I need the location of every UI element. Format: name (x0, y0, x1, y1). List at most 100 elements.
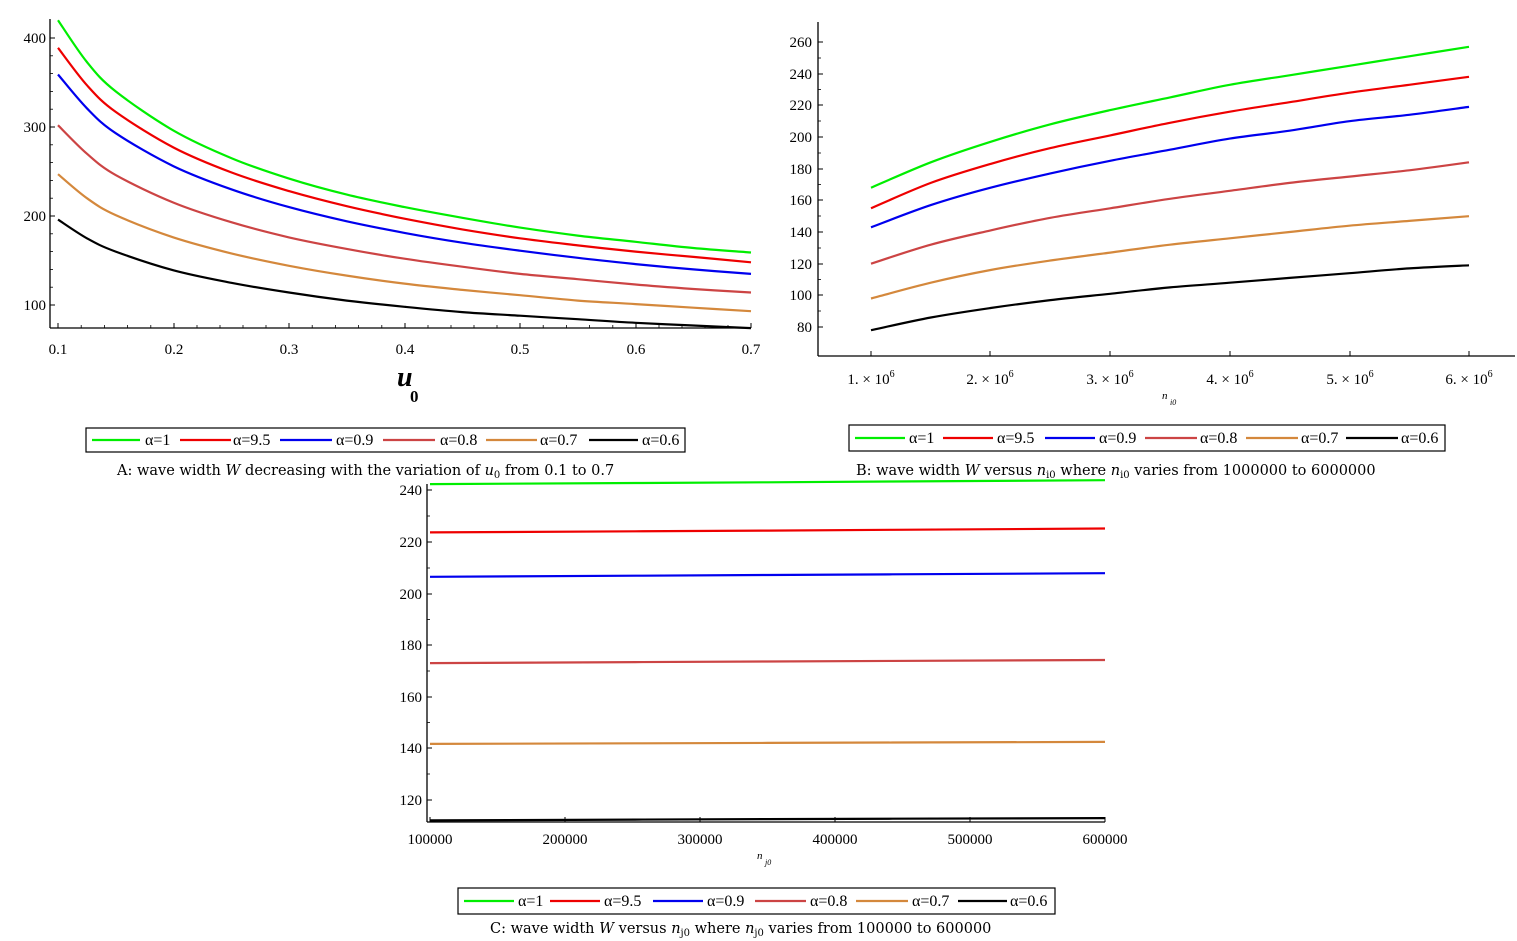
y-tick-label: 80 (797, 320, 812, 336)
caption-part: i0 (1046, 470, 1056, 481)
legend-label-4: α=0.7 (912, 893, 949, 910)
caption-part: W (226, 463, 242, 479)
y-tick-label: 100 (790, 288, 813, 304)
y-tick-label: 400 (24, 31, 47, 47)
x-axis-title-subscript: 0 (410, 387, 419, 406)
x-tick-label: 0.5 (511, 342, 530, 358)
legend-label-0: α=1 (145, 432, 170, 449)
series-line-0 (429, 479, 1106, 486)
y-tick-label: 220 (400, 535, 423, 551)
x-tick-label: 2. × 106 (966, 369, 1013, 388)
x-tick-label: 5. × 106 (1326, 369, 1373, 388)
series-line-1 (870, 75, 1470, 210)
y-tick-label: 220 (790, 98, 813, 114)
series-line-0 (870, 45, 1470, 189)
legend-label-1: α=9.5 (604, 893, 641, 910)
x-tick-label: 200000 (543, 832, 588, 848)
y-tick-label: 260 (790, 35, 813, 51)
chart-c: 100000 200000 300000 400000 500000 600000 120 1… (400, 479, 1128, 939)
y-tick-label: 100 (24, 298, 47, 314)
x-axis-title: n (1162, 390, 1168, 402)
x-tick-label: 6. × 106 (1445, 369, 1492, 388)
series-line-3 (57, 124, 752, 294)
x-axis-title: u (397, 362, 413, 393)
caption-part: versus (614, 921, 671, 937)
series-line-5 (57, 218, 752, 330)
caption-part: where (690, 921, 745, 937)
y-tick-label: 200 (400, 587, 423, 603)
x-tick-label: 400000 (813, 832, 858, 848)
caption-part: versus (980, 463, 1037, 479)
caption-part: B: wave width (856, 463, 965, 479)
caption-part: A: wave width (116, 463, 226, 479)
caption-part: decreasing with the variation of (240, 463, 484, 479)
legend: α=1 α=9.5 α=0.9 α=0.8 α=0.7 α=0.6 (85, 427, 686, 453)
legend-label-4: α=0.7 (540, 432, 577, 449)
legend: α=1 α=9.5 α=0.9 α=0.8 α=0.7 α=0.6 (848, 424, 1446, 452)
y-tick-label: 140 (400, 741, 423, 757)
series-line-2 (57, 73, 752, 275)
caption-part: varies from 1000000 to 6000000 (1130, 463, 1376, 479)
figure-caption: B: wave width W versus ni0 where ni0 var… (856, 463, 1376, 481)
caption-part: j0 (680, 928, 690, 939)
legend-label-0: α=1 (518, 893, 543, 910)
series-line-1 (57, 47, 752, 264)
caption-part: n (1037, 463, 1046, 479)
series-line-4 (429, 740, 1106, 745)
caption-part: W (965, 463, 981, 479)
legend-label-2: α=0.9 (707, 893, 744, 910)
y-tick-label: 240 (790, 67, 813, 83)
x-tick-label: 3. × 106 (1086, 369, 1133, 388)
caption-part: n (671, 921, 680, 937)
series-line-3 (429, 658, 1106, 665)
x-tick-label: 0.3 (280, 342, 299, 358)
x-tick-label: 0.2 (165, 342, 184, 358)
y-tick-label: 160 (400, 690, 423, 706)
series-line-2 (429, 572, 1106, 578)
legend-label-3: α=0.8 (440, 432, 477, 449)
x-axis-title-subscript: j0 (764, 858, 771, 867)
legend-label-5: α=0.6 (642, 432, 679, 449)
x-tick-exponent: 6 (1009, 369, 1014, 380)
legend-label-1: α=9.5 (997, 430, 1034, 447)
y-tick-label: 180 (400, 638, 423, 654)
legend-label-3: α=0.8 (810, 893, 847, 910)
caption-part: C: wave width (490, 921, 599, 937)
caption-part: i0 (1120, 470, 1130, 481)
x-tick-exponent: 6 (1488, 369, 1493, 380)
x-tick-exponent: 6 (1129, 369, 1134, 380)
figure-caption: C: wave width W versus nj0 where nj0 var… (490, 921, 991, 939)
caption-part: varies from 100000 to 600000 (764, 921, 992, 937)
x-tick-label: 300000 (678, 832, 723, 848)
x-axis-title: n (757, 850, 763, 862)
series-line-0 (57, 19, 752, 254)
caption-part: n (1111, 463, 1120, 479)
series-line-4 (870, 215, 1470, 300)
y-tick-label: 140 (790, 225, 813, 241)
x-axis-title-subscript: i0 (1170, 398, 1176, 407)
figure-caption: A: wave width W decreasing with the vari… (116, 463, 614, 481)
series-line-2 (870, 105, 1470, 229)
series-line-5 (870, 264, 1470, 332)
caption-part: u (485, 463, 494, 479)
legend-label-5: α=0.6 (1401, 430, 1438, 447)
series-line-3 (870, 161, 1470, 265)
caption-part: j0 (753, 928, 763, 939)
series-line-5 (429, 817, 1106, 822)
series-line-4 (57, 173, 752, 313)
legend: α=1 α=9.5 α=0.9 α=0.8 α=0.7 α=0.6 (457, 887, 1056, 915)
y-tick-label: 160 (790, 193, 813, 209)
caption-part: 0 (494, 470, 500, 481)
y-tick-label: 120 (790, 257, 813, 273)
legend-label-2: α=0.9 (336, 432, 373, 449)
y-tick-label: 120 (400, 793, 423, 809)
legend-label-2: α=0.9 (1099, 430, 1136, 447)
caption-part: n (745, 921, 754, 937)
legend-label-1: α=9.5 (233, 432, 270, 449)
x-tick-label: 4. × 106 (1206, 369, 1253, 388)
legend-label-4: α=0.7 (1301, 430, 1338, 447)
x-tick-label: 0.7 (742, 342, 761, 358)
y-tick-label: 200 (790, 130, 813, 146)
